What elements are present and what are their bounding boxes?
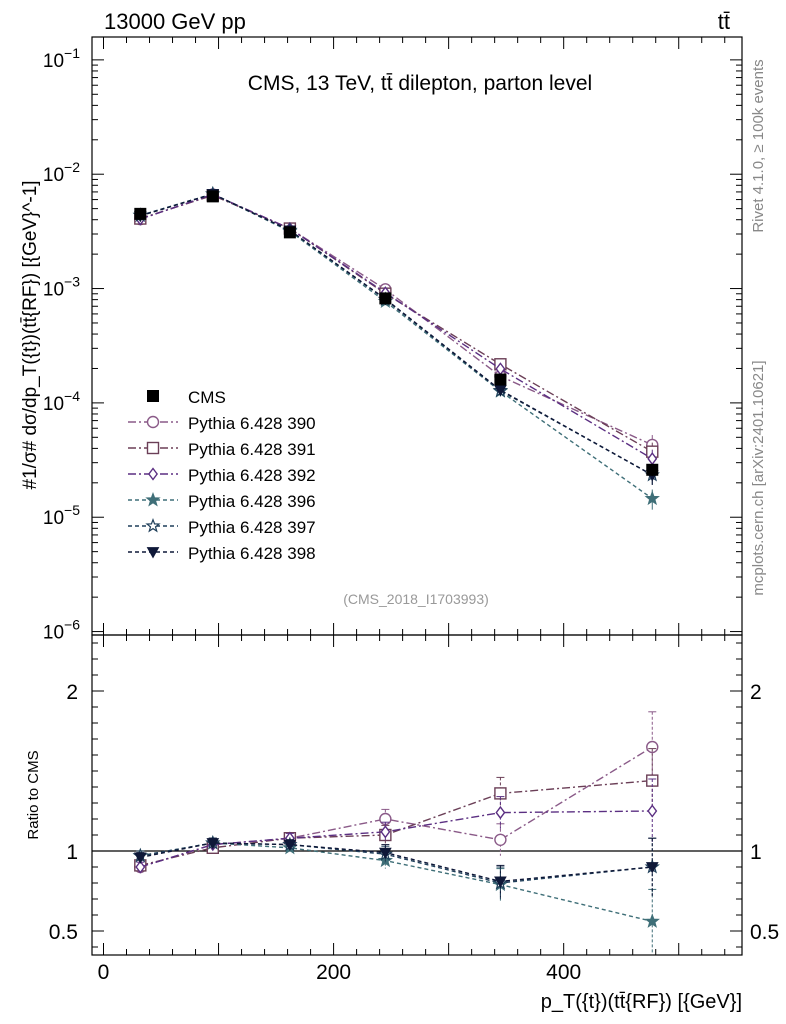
ratio-point (133, 852, 147, 864)
main-y-tick-label: 10−5 (43, 502, 80, 529)
legend-marker (146, 441, 160, 455)
ratio-plot-frame (91, 634, 743, 956)
x-axis-label: p_T({t})(tt̄{RF}) [{GeV}] (541, 991, 742, 1013)
main-y-axis-ticks: 10−1 10−2 10−3 10−4 10−5 10−6 (43, 45, 742, 644)
ratio-series-line (140, 842, 653, 883)
legend-marker (145, 517, 161, 533)
data-point (206, 190, 219, 203)
main-plot-series (132, 185, 660, 510)
legend: CMS Pythia 6.428 390 Pythia 6.428 391 Pythi… (128, 388, 316, 563)
x-axis-ticks: 0 200 400 (98, 37, 726, 984)
legend-label: Pythia 6.428 398 (188, 544, 316, 563)
data-point (379, 292, 392, 305)
ratio-point (283, 839, 297, 852)
ratio-point (379, 847, 392, 860)
main-y-tick-label: 10−3 (43, 274, 80, 301)
ratio-point (495, 805, 506, 820)
ratio-y-tick-label-right: 2 (750, 681, 762, 704)
ratio-point (135, 860, 146, 874)
main-y-tick-label: 10−2 (43, 159, 80, 186)
main-series-line (140, 193, 653, 460)
legend-marker (148, 467, 158, 481)
ratio-series-line (140, 779, 653, 867)
mcplots-label: mcplots.cern.ch [arXiv:2401.10621] (750, 360, 767, 595)
ratio-point (494, 876, 507, 888)
legend-marker (145, 491, 161, 507)
data-point (283, 226, 296, 239)
analysis-id-label: (CMS_2018_I1703993) (343, 591, 489, 607)
data-point (494, 373, 507, 386)
legend-label: Pythia 6.428 390 (188, 414, 316, 433)
legend-marker (146, 415, 160, 429)
ratio-y-tick-label-right: 0.5 (750, 921, 779, 944)
ratio-y-tick-label-left: 2 (66, 681, 78, 704)
legend-label: Pythia 6.428 391 (188, 440, 316, 459)
legend-marker-cms (147, 390, 159, 402)
legend-label: Pythia 6.428 392 (188, 466, 316, 485)
legend-label-cms: CMS (188, 388, 226, 407)
main-series-line (140, 193, 653, 500)
ratio-y-axis-ticks: 0.5 0.5 1 1 2 2 (49, 642, 779, 948)
main-point (494, 385, 507, 397)
main-point (644, 490, 660, 506)
main-series-line (140, 194, 653, 453)
chart-title: CMS, 13 TeV, tt̄ dilepton, parton level (248, 72, 592, 95)
ratio-point (647, 804, 658, 818)
ratio-series-line (140, 810, 653, 868)
ratio-point (380, 825, 391, 839)
ratio-y-axis-label: Ratio to CMS (25, 750, 42, 839)
main-series-line (140, 193, 653, 476)
ratio-point (644, 913, 660, 928)
ratio-series-line (140, 842, 653, 884)
ratio-point (645, 862, 659, 874)
legend-marker (146, 547, 160, 559)
data-point (134, 207, 147, 220)
main-y-tick-label: 10−1 (43, 45, 80, 72)
ratio-series-line (140, 842, 653, 923)
x-tick-label: 200 (316, 961, 351, 984)
main-y-tick-label: 10−6 (43, 617, 80, 644)
ratio-point (646, 740, 659, 754)
ratio-y-tick-label-left: 0.5 (49, 921, 78, 944)
main-y-axis-label: #1/σ# dσ/dp_T({t})(tt̄{RF}) [{GeV}^-1] (20, 180, 41, 489)
data-point (646, 463, 659, 476)
rivet-version-label: Rivet 4.1.0, ≥ 100k events (750, 59, 767, 232)
header-energy-label: 13000 GeV pp (104, 9, 246, 34)
x-tick-label: 400 (546, 961, 581, 984)
ratio-plot-series (132, 711, 660, 954)
ratio-y-tick-label-left: 1 (66, 841, 78, 864)
main-y-tick-label: 10−4 (43, 388, 80, 415)
legend-label: Pythia 6.428 397 (188, 518, 316, 537)
ratio-point (494, 833, 507, 846)
legend-label: Pythia 6.428 396 (188, 492, 316, 511)
header-process-label: tt̄ (718, 9, 730, 34)
ratio-point (206, 838, 220, 850)
ratio-y-tick-label-right: 1 (750, 841, 762, 864)
x-tick-label: 0 (98, 961, 110, 984)
